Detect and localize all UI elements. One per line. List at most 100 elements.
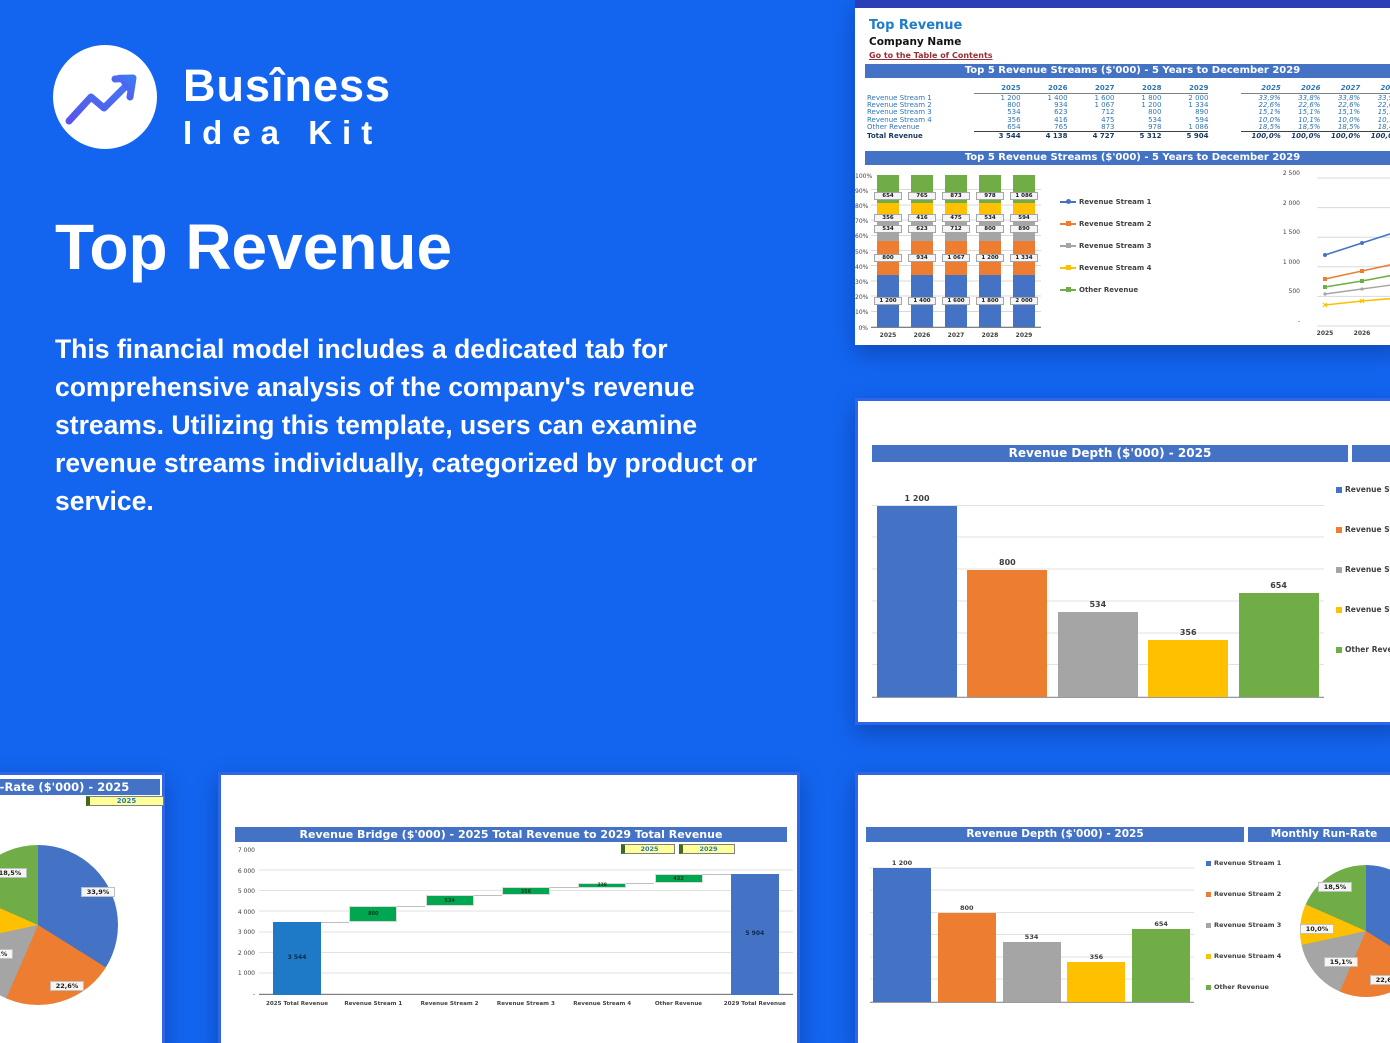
- pct-year-col: 2027: [1320, 84, 1361, 94]
- axis-tick: 2 000: [237, 949, 255, 957]
- waterfall-total-end: 5 904: [730, 873, 779, 995]
- panel-depth-and-run-rate: Revenue Depth ($'000) - 2025 Monthly Run…: [855, 772, 1390, 1043]
- pie-label: 22,6%: [50, 981, 84, 991]
- pie-label: 10,0%: [1300, 924, 1334, 934]
- data-label: 873: [942, 192, 970, 200]
- axis-tick: 60%: [855, 233, 869, 241]
- stacked-column-2028: 1 800 1 200 800 534 978: [976, 175, 1004, 327]
- waterfall-delta-stream2: 534: [425, 894, 474, 906]
- data-label: 534: [874, 225, 902, 233]
- data-label: 534: [976, 214, 1004, 222]
- axis-tick: 1 000: [237, 970, 255, 978]
- stacked-column-2025: 1 200 800 534 356 654: [874, 175, 902, 327]
- data-label: 534: [1024, 933, 1039, 941]
- stacked-column-2027: 1 600 1 067 712 475 873: [942, 175, 970, 327]
- sheet-company-name: Company Name: [869, 36, 962, 48]
- data-label: 1 200: [904, 494, 930, 503]
- data-label: 2 000: [1010, 297, 1038, 305]
- waterfall-plot: 3 544 800 534 356 238 432 5 904: [259, 851, 793, 995]
- connector-line: [702, 873, 731, 875]
- legend-marker-icon: [1060, 243, 1076, 248]
- legend-swatch-icon: [1336, 646, 1342, 653]
- series-line-stream4: [1324, 297, 1390, 306]
- legend-swatch-icon: [1206, 922, 1211, 928]
- gridlines: [1317, 177, 1390, 327]
- pie-label: 15,1%: [0, 949, 13, 959]
- legend-marker-icon: [1060, 287, 1076, 292]
- legend-swatch-icon: [1336, 566, 1342, 573]
- axis-tick: 2027: [1384, 330, 1390, 337]
- data-label: 800: [999, 558, 1016, 567]
- data-label: 1 400: [908, 297, 936, 305]
- brand-line2: Idea Kit: [183, 114, 383, 151]
- chart-band-title: Monthly Run-Rate ($'000) - 2025: [1248, 827, 1390, 855]
- connector-line: [397, 906, 426, 907]
- axis-tick: 10%: [855, 309, 869, 317]
- pie-label: 22,6%: [1370, 975, 1390, 985]
- axis-tick: 80%: [855, 202, 869, 210]
- pie-label: 18,5%: [0, 868, 27, 878]
- data-label: 654: [1154, 920, 1168, 928]
- legend-item: Revenue Stream 3: [1336, 565, 1390, 574]
- axis-tick: 2028: [981, 332, 999, 339]
- axis-tick: -: [1297, 318, 1300, 325]
- axis-tick: Other Revenue: [654, 1001, 703, 1007]
- bar-stream2: [967, 570, 1048, 697]
- pie-label: 33,9%: [81, 887, 115, 897]
- table-of-contents-link[interactable]: Go to the Table of Contents: [869, 51, 993, 60]
- year-col: 2026: [1020, 84, 1068, 94]
- sheet-title: Top Revenue: [869, 18, 963, 33]
- legend-swatch-icon: [1206, 953, 1211, 959]
- legend-item: Other Revenue: [1060, 286, 1138, 294]
- data-label: 934: [908, 254, 936, 262]
- chart-band-title: Revenue Depth ($'000) - 2025: [872, 445, 1348, 462]
- revenue-streams-line-chart: [1317, 177, 1390, 327]
- legend-item: Revenue Stream 3: [1060, 242, 1152, 250]
- data-label: 356: [1089, 953, 1104, 961]
- data-label: 890: [1010, 225, 1038, 233]
- year-selector[interactable]: 2025: [86, 796, 164, 806]
- axis-tick: 30%: [855, 278, 869, 286]
- data-label: 356: [1179, 628, 1197, 637]
- data-label: 800: [874, 254, 902, 262]
- legend-item: Revenue Stream 3: [1206, 921, 1281, 929]
- bar-other: [1132, 929, 1191, 1002]
- axis-tick: 2029: [1015, 332, 1033, 339]
- data-label: 654: [1270, 581, 1287, 590]
- legend-swatch-icon: [1336, 526, 1342, 533]
- axis-tick: 7 000: [237, 847, 255, 854]
- table-row: Other Revenue 654 765 873 978 1 086 18,5% 18,…: [867, 123, 1390, 132]
- data-label: 594: [1010, 214, 1038, 222]
- axis-tick: -: [252, 991, 255, 998]
- axis-tick: 20%: [855, 294, 869, 302]
- axis-tick: 2029 Total Revenue: [723, 1001, 786, 1007]
- pie-label: 18,5%: [1318, 882, 1352, 892]
- axis-tick: 5 000: [237, 888, 255, 896]
- axis-tick: 2026: [1353, 330, 1371, 337]
- legend-item: Revenue Stream 1: [1336, 485, 1390, 494]
- bar-stream3: [1057, 612, 1138, 697]
- axis-tick: 90%: [855, 187, 869, 195]
- axis-tick: 1 500: [1282, 229, 1300, 237]
- table-row: Revenue Stream 2 800 934 1 067 1 200 1 334 2…: [867, 101, 1390, 110]
- stacked-bar-plot: 1 200 800 534 356 654 1 400 934 623 416 …: [871, 175, 1041, 328]
- data-label: 534: [1089, 600, 1107, 609]
- waterfall-total-start: 3 544: [273, 922, 321, 995]
- legend-swatch-icon: [1206, 984, 1211, 990]
- data-label: 356: [874, 214, 902, 222]
- data-label: 765: [908, 192, 936, 200]
- data-label: 1 067: [942, 254, 970, 262]
- chart-band-fragment: [1352, 445, 1390, 462]
- axis-tick: Revenue Stream 1: [344, 1001, 403, 1007]
- bar-stream1: [873, 868, 931, 1002]
- data-label: 800: [960, 904, 974, 912]
- waterfall-delta-stream4: 238: [578, 882, 627, 888]
- chart-band-title: Monthly Run-Rate ($'000) - 2025: [0, 779, 160, 795]
- axis-tick: 0%: [858, 324, 868, 332]
- legend-item: Revenue Stream 1: [1206, 859, 1281, 867]
- axis-tick: 500: [1288, 288, 1300, 296]
- axis-tick: Revenue Stream 2: [420, 1001, 479, 1007]
- data-label: 623: [908, 225, 936, 233]
- waterfall-delta-stream1: 800: [349, 906, 398, 922]
- legend-item: Revenue Stream 2: [1206, 890, 1281, 898]
